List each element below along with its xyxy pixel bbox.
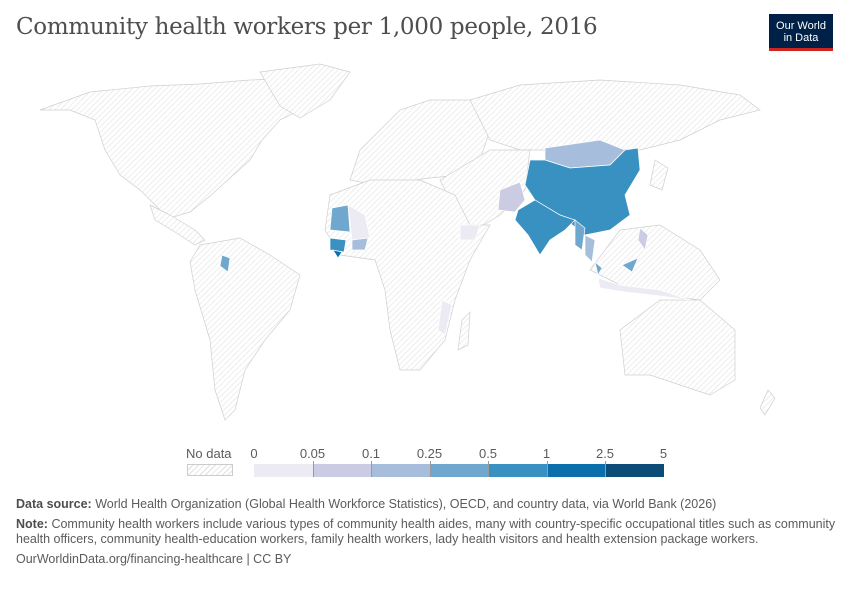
madagascar (457, 311, 471, 351)
legend-tick-label: 1 (542, 446, 551, 461)
country-ethiopia (459, 224, 481, 241)
legend-tick (312, 461, 314, 477)
legend-tick (371, 461, 372, 477)
country-malaysia (594, 257, 639, 276)
central-america (149, 204, 206, 246)
owid-logo[interactable]: Our World in Data (769, 14, 833, 51)
country-sierra-leone (332, 249, 343, 259)
japan (649, 159, 669, 191)
country-guinea (329, 237, 347, 253)
new-zealand (759, 389, 776, 416)
legend-bin-3[interactable] (429, 464, 488, 477)
country-pakistan (497, 181, 526, 213)
no-data-label: No data (186, 446, 232, 461)
legend-tick (488, 461, 489, 477)
legend-bin-4[interactable] (488, 464, 547, 477)
source-text: World Health Organization (Global Health… (95, 497, 717, 511)
legend-bin-6[interactable] (605, 464, 664, 477)
country-india (514, 199, 576, 256)
chart-title: Community health workers per 1,000 peopl… (16, 14, 598, 40)
source-label: Data source: (16, 497, 92, 511)
note-label: Note: (16, 517, 48, 531)
country-burkina-faso (351, 237, 369, 251)
note-text: Community health workers include various… (16, 517, 836, 546)
south-america (189, 237, 301, 421)
australia (619, 299, 736, 396)
country-thailand (584, 234, 596, 263)
color-legend: No data 0 0.05 0.1 0.25 0.5 1 2.5 5 (0, 440, 850, 480)
world-map (39, 63, 776, 421)
legend-bin-2[interactable] (371, 464, 430, 477)
legend-tick-label: 0 (250, 446, 258, 461)
country-mozambique (437, 299, 453, 336)
legend-bin-5[interactable] (546, 464, 605, 477)
footer: Data source: World Health Organization (… (16, 497, 836, 572)
country-philippines (637, 227, 649, 251)
legend-tick (429, 461, 431, 477)
russia-north-asia (469, 79, 761, 151)
legend-bin-0[interactable] (254, 464, 313, 477)
legend-tick (546, 461, 548, 477)
logo-line1: Our World (776, 20, 826, 32)
country-guyana (219, 254, 231, 273)
country-mauritania (329, 204, 351, 233)
legend-bin-1[interactable] (312, 464, 371, 477)
legend-tick-label: 0.05 (299, 446, 326, 461)
legend-tick-label: 0.25 (416, 446, 443, 461)
country-indonesia (597, 277, 691, 301)
no-data-swatch (187, 464, 233, 476)
logo-line2: in Data (783, 32, 819, 44)
north-america (39, 77, 321, 219)
legend-tick-label: 0.5 (478, 446, 498, 461)
legend-tick-label: 0.1 (361, 446, 381, 461)
legend-tick (605, 461, 606, 477)
legend-tick-label: 5 (659, 446, 668, 461)
country-myanmar (574, 219, 586, 251)
country-mali (347, 204, 371, 241)
source-url-link[interactable]: OurWorldinData.org/financing-healthcare … (16, 552, 292, 566)
greenland (259, 63, 351, 119)
legend-tick-label: 2.5 (595, 446, 615, 461)
